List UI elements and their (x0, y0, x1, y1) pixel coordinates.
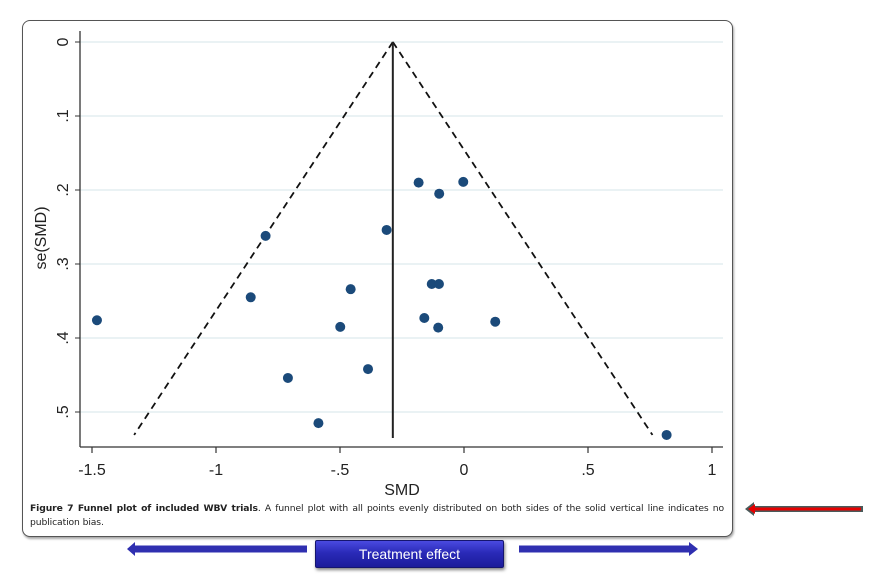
x-tick-label: -1.5 (78, 462, 106, 479)
funnel-right-limit (392, 41, 654, 436)
data-point (91, 315, 102, 326)
left-direction-arrow-icon (127, 542, 307, 556)
y-tick-label: .5 (55, 405, 72, 418)
data-point (490, 316, 501, 327)
y-tick-label: .3 (55, 257, 72, 270)
data-point (433, 278, 444, 289)
red-pointer-arrow-icon (745, 502, 863, 516)
x-tick-label: -.5 (331, 462, 350, 479)
data-point (363, 364, 374, 375)
data-point (433, 322, 444, 333)
data-point (434, 188, 445, 199)
x-tick-label: .5 (581, 462, 594, 479)
data-point (381, 224, 392, 235)
right-direction-arrow-icon (519, 542, 698, 556)
data-points (91, 176, 672, 440)
axes: 0 .1 .2 .3 .4 .5 -1.5 -1 -.5 0 .5 1 (55, 31, 723, 479)
funnel-left-limit (133, 41, 394, 436)
data-point (426, 278, 437, 289)
gridlines (80, 41, 723, 413)
y-axis-label: se(SMD) (33, 206, 50, 269)
x-tick-label: -1 (209, 462, 223, 479)
y-tick-label: .4 (55, 331, 72, 344)
data-point (419, 313, 430, 324)
data-point (260, 230, 271, 241)
data-point (313, 418, 324, 429)
x-tick-label: 0 (460, 462, 469, 479)
y-tick-label: .1 (55, 109, 72, 122)
data-point (335, 321, 346, 332)
figure-caption: Figure 7 Funnel plot of included WBV tri… (30, 502, 724, 530)
x-axis-label: SMD (384, 482, 420, 499)
figure-panel (22, 20, 733, 537)
y-tick-label: .2 (55, 183, 72, 196)
data-point (413, 177, 424, 188)
data-point (345, 284, 356, 295)
caption-label: Figure 7 Funnel plot of included WBV tri… (30, 503, 258, 514)
y-tick-label: 0 (55, 37, 72, 46)
funnel-lines (133, 41, 654, 438)
data-point (458, 176, 469, 187)
treatment-effect-label: Treatment effect (315, 540, 504, 568)
data-point (661, 429, 672, 440)
x-tick-label: 1 (708, 462, 717, 479)
data-point (245, 292, 256, 303)
caption-text: . A funnel plot with all points evenly d… (30, 503, 724, 528)
data-point (282, 372, 293, 383)
